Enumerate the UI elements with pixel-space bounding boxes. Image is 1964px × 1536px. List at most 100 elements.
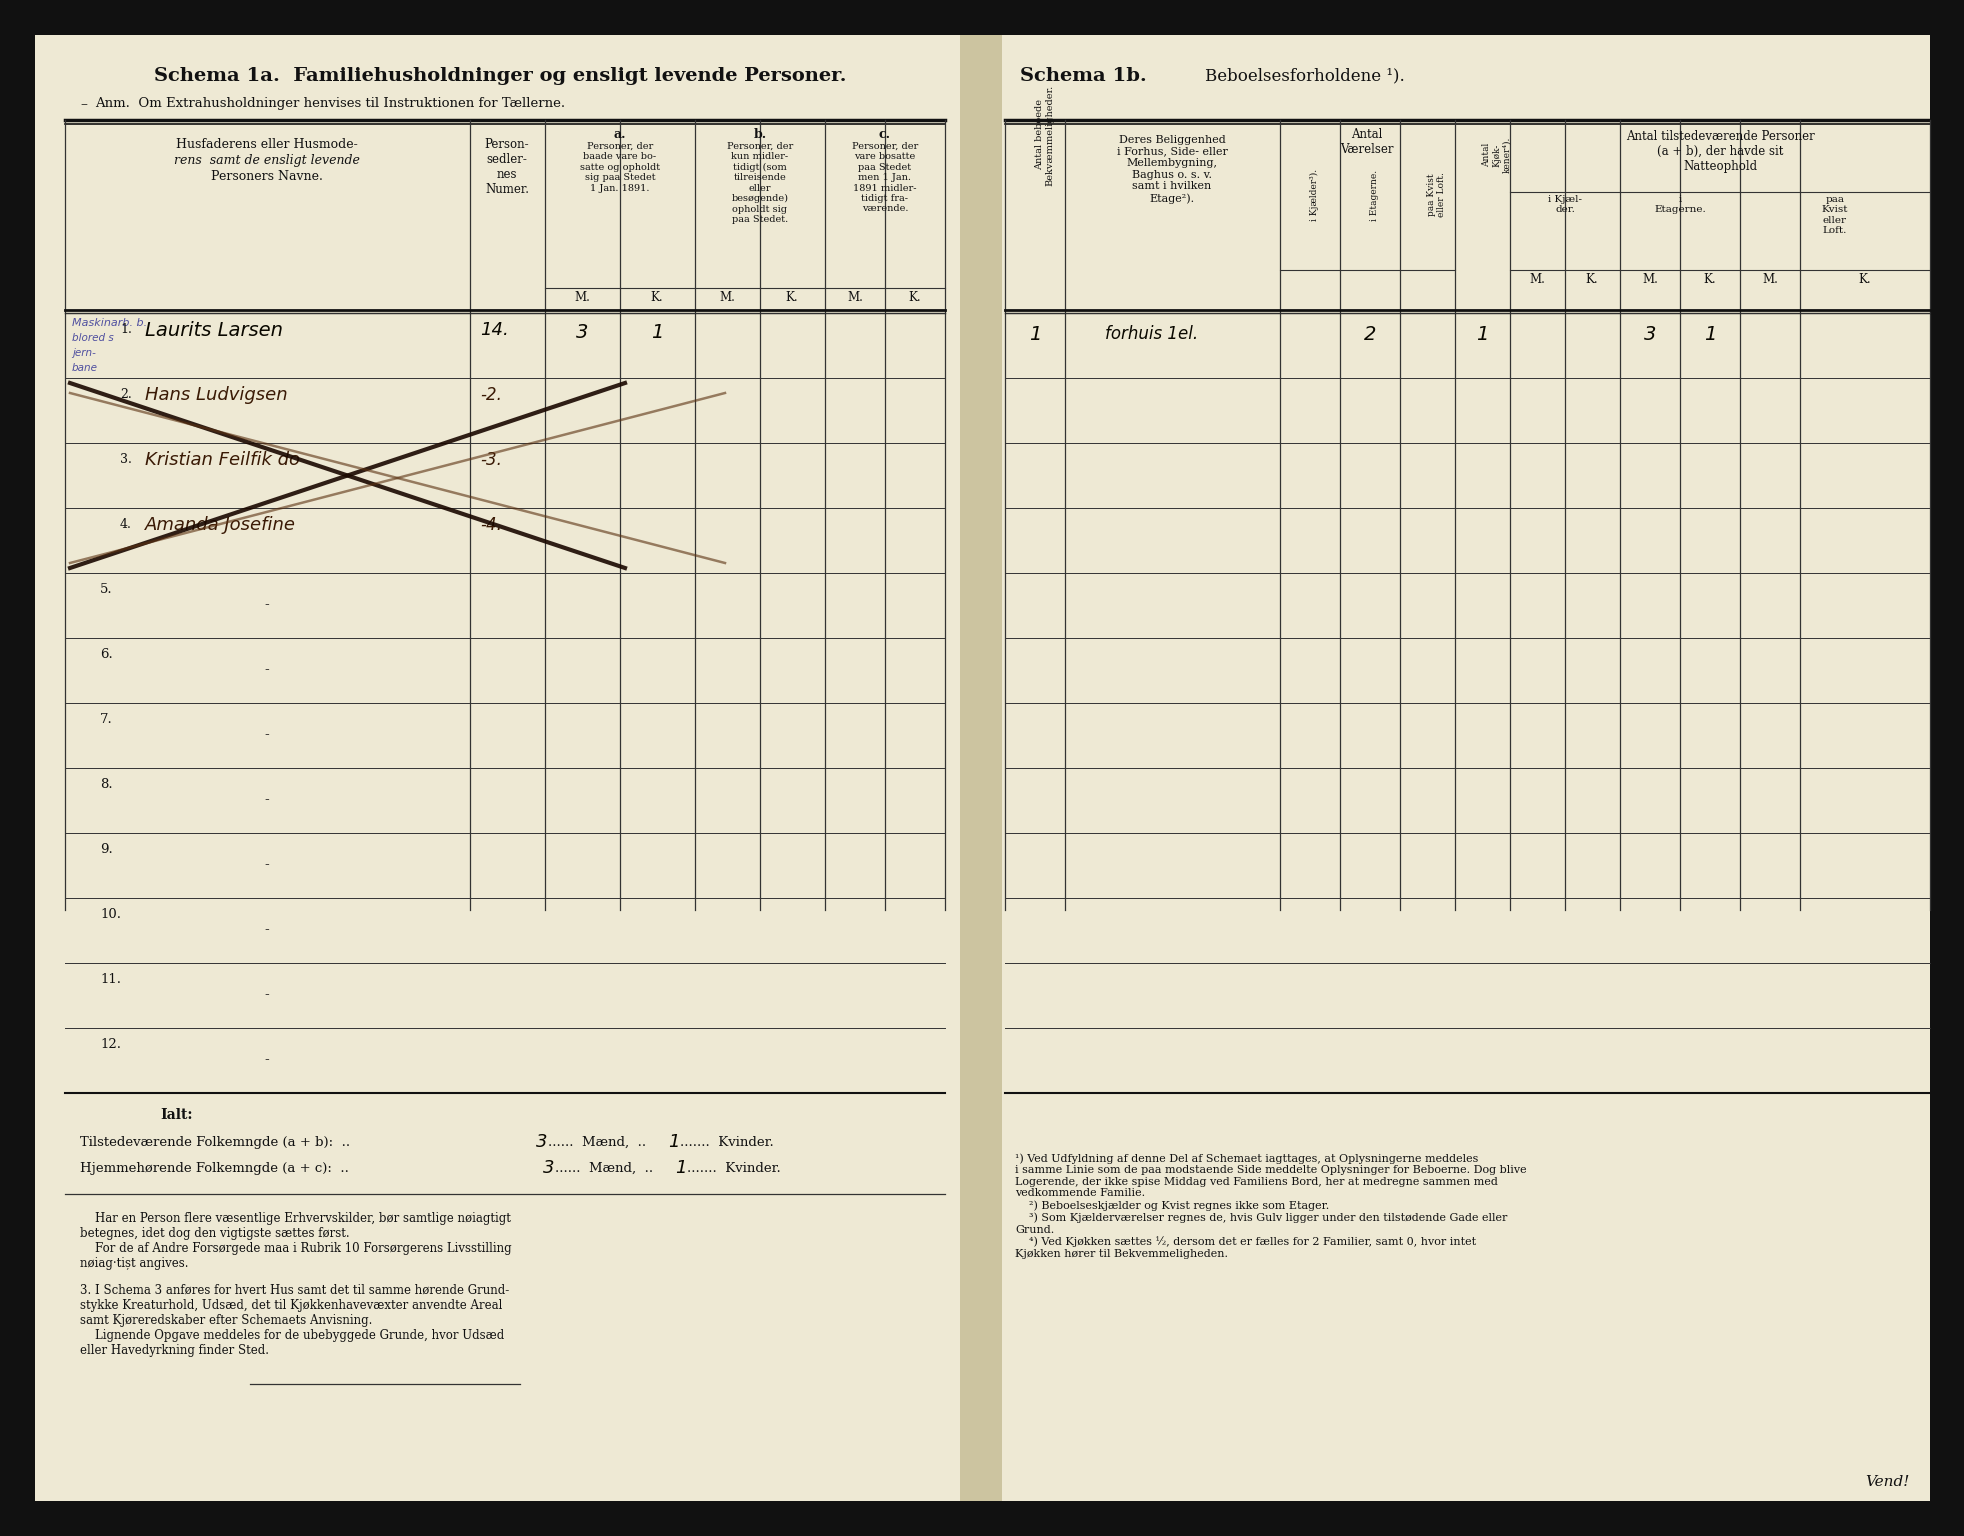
Bar: [960, 35, 1002, 1501]
Text: Laurits Larsen: Laurits Larsen: [145, 321, 283, 339]
Text: M.: M.: [1528, 273, 1544, 286]
Text: Hans Ludvigsen: Hans Ludvigsen: [145, 386, 287, 404]
Text: Har en Person flere væsentlige Erhvervskilder, bør samtlige nøiagtigt
betegnes, : Har en Person flere væsentlige Erhvervsk…: [81, 1212, 511, 1270]
Text: paa Kvist
eller Loft.: paa Kvist eller Loft.: [1426, 172, 1446, 218]
Text: Hjemmehørende Folkemngde (a + c):  ..: Hjemmehørende Folkemngde (a + c): ..: [81, 1163, 350, 1175]
Text: Deres Beliggenhed
i Forhus, Side- eller
Mellembygning,
Baghus o. s. v.
samt i hv: Deres Beliggenhed i Forhus, Side- eller …: [1116, 135, 1228, 204]
Text: .......  Kvinder.: ....... Kvinder.: [680, 1137, 774, 1149]
Text: i Kjæl-
der.: i Kjæl- der.: [1548, 195, 1581, 215]
Text: b.: b.: [752, 127, 766, 141]
Text: 6.: 6.: [100, 648, 112, 660]
Text: 3.: 3.: [120, 453, 132, 465]
Text: 3: 3: [1644, 326, 1656, 344]
Text: ......  Mænd,  ..: ...... Mænd, ..: [548, 1137, 646, 1149]
Text: Husfaderens eller Husmode-: Husfaderens eller Husmode-: [177, 138, 357, 151]
Text: Antal
Værelser: Antal Værelser: [1339, 127, 1392, 157]
Text: 1: 1: [1703, 326, 1715, 344]
Bar: [0, 0, 1964, 35]
Text: 1: 1: [1029, 326, 1041, 344]
Text: Beboelsesforholdene ¹).: Beboelsesforholdene ¹).: [1204, 68, 1404, 84]
Text: 1: 1: [668, 1134, 680, 1150]
Text: Antal
Kjøk-
kener⁴).: Antal Kjøk- kener⁴).: [1481, 137, 1510, 174]
Text: -: -: [265, 664, 269, 677]
Text: -: -: [265, 923, 269, 937]
Bar: [1000, 35, 1929, 1501]
Text: Tilstedeværende Folkemngde (a + b):  ..: Tilstedeværende Folkemngde (a + b): ..: [81, 1137, 350, 1149]
Text: -3.: -3.: [479, 452, 501, 468]
Text: Antal beboede
Bekvæmmeligheder.: Antal beboede Bekvæmmeligheder.: [1035, 84, 1055, 186]
Text: Anm.  Om Extrahusholdninger henvises til Instruktionen for Tællerne.: Anm. Om Extrahusholdninger henvises til …: [94, 97, 566, 111]
Text: 11.: 11.: [100, 972, 122, 986]
Text: Maskinarb. b.: Maskinarb. b.: [73, 318, 147, 329]
Text: Kristian Feilfik do: Kristian Feilfik do: [145, 452, 300, 468]
Text: bane: bane: [73, 362, 98, 373]
Text: i
Etagerne.: i Etagerne.: [1654, 195, 1705, 215]
Text: -: -: [265, 859, 269, 872]
Text: c.: c.: [878, 127, 890, 141]
Text: 3. I Schema 3 anføres for hvert Hus samt det til samme hørende Grund-
stykke Kre: 3. I Schema 3 anføres for hvert Hus samt…: [81, 1284, 509, 1356]
Text: -: -: [265, 793, 269, 806]
Text: blored s: blored s: [73, 333, 114, 343]
Text: 12.: 12.: [100, 1038, 122, 1051]
Text: a.: a.: [613, 127, 627, 141]
Text: i Kjælder³).: i Kjælder³).: [1310, 169, 1318, 221]
Text: -: -: [265, 598, 269, 611]
Text: i Etagerne.: i Etagerne.: [1369, 169, 1379, 221]
Text: Schema 1b.: Schema 1b.: [1019, 68, 1147, 84]
Text: -2.: -2.: [479, 386, 501, 404]
Text: M.: M.: [1642, 273, 1658, 286]
Text: 1.: 1.: [120, 323, 132, 336]
Text: 1: 1: [1475, 326, 1487, 344]
Text: 7.: 7.: [100, 713, 112, 727]
Text: 1: 1: [676, 1160, 685, 1177]
Text: 3: 3: [536, 1134, 548, 1150]
Text: 1: 1: [650, 323, 664, 343]
Text: 9.: 9.: [100, 843, 112, 856]
Text: 2.: 2.: [120, 389, 132, 401]
Text: 14.: 14.: [479, 321, 509, 339]
Text: Schema 1a.  Familiehusholdninger og ensligt levende Personer.: Schema 1a. Familiehusholdninger og ensli…: [153, 68, 846, 84]
Bar: [1929, 0, 1964, 1536]
Text: 8.: 8.: [100, 779, 112, 791]
Text: -: -: [265, 1054, 269, 1068]
Text: –: –: [81, 97, 86, 111]
Text: .......  Kvinder.: ....... Kvinder.: [687, 1163, 780, 1175]
Text: M.: M.: [719, 290, 735, 304]
Text: M.: M.: [573, 290, 589, 304]
Text: ......  Mænd,  ..: ...... Mænd, ..: [554, 1163, 652, 1175]
Text: Vend!: Vend!: [1864, 1475, 1909, 1488]
Text: forhuis 1el.: forhuis 1el.: [1106, 326, 1198, 343]
Text: 3: 3: [575, 323, 587, 343]
Text: 10.: 10.: [100, 908, 122, 922]
Text: Personer, der
baade vare bo-
satte og opholdt
sig paa Stedet
1 Jan. 1891.: Personer, der baade vare bo- satte og op…: [579, 141, 660, 192]
Text: Personers Navne.: Personers Navne.: [210, 170, 322, 183]
Text: paa
Kvist
eller
Loft.: paa Kvist eller Loft.: [1821, 195, 1848, 235]
Text: K.: K.: [1585, 273, 1597, 286]
Text: Antal tilstedeværende Personer
(a + b), der havde sit
Natteophold: Antal tilstedeværende Personer (a + b), …: [1624, 131, 1813, 174]
Text: Amanda Josefine: Amanda Josefine: [145, 516, 297, 535]
Text: Person-
sedler-
nes
Numer.: Person- sedler- nes Numer.: [485, 138, 528, 197]
Bar: [0, 0, 35, 1536]
Text: -: -: [265, 728, 269, 742]
Text: Personer, der
vare bosatte
paa Stedet
men 1 Jan.
1891 midler-
tidigt fra-
værend: Personer, der vare bosatte paa Stedet me…: [852, 141, 917, 214]
Text: jern-: jern-: [73, 349, 96, 358]
Text: M.: M.: [846, 290, 862, 304]
Text: Personer, der
kun midler-
tidigt (som
tilreisende
eller
besøgende)
opholdt sig
p: Personer, der kun midler- tidigt (som ti…: [727, 141, 793, 224]
Text: 4.: 4.: [120, 518, 132, 531]
Text: K.: K.: [1703, 273, 1715, 286]
Text: -4.: -4.: [479, 516, 501, 535]
Text: ¹) Ved Udfyldning af denne Del af Schemaet iagttages, at Oplysningerne meddeles
: ¹) Ved Udfyldning af denne Del af Schema…: [1015, 1154, 1526, 1258]
Text: -: -: [265, 988, 269, 1001]
Bar: [35, 35, 964, 1501]
Text: 5.: 5.: [100, 584, 112, 596]
Text: K.: K.: [650, 290, 664, 304]
Text: 2: 2: [1363, 326, 1375, 344]
Text: M.: M.: [1762, 273, 1777, 286]
Text: K.: K.: [907, 290, 921, 304]
Text: K.: K.: [1858, 273, 1870, 286]
Text: Ialt:: Ialt:: [159, 1107, 192, 1121]
Text: K.: K.: [786, 290, 797, 304]
Text: 3: 3: [542, 1160, 554, 1177]
Text: rens  samt de ensligt levende: rens samt de ensligt levende: [175, 154, 359, 167]
Bar: [0, 1501, 1964, 1536]
